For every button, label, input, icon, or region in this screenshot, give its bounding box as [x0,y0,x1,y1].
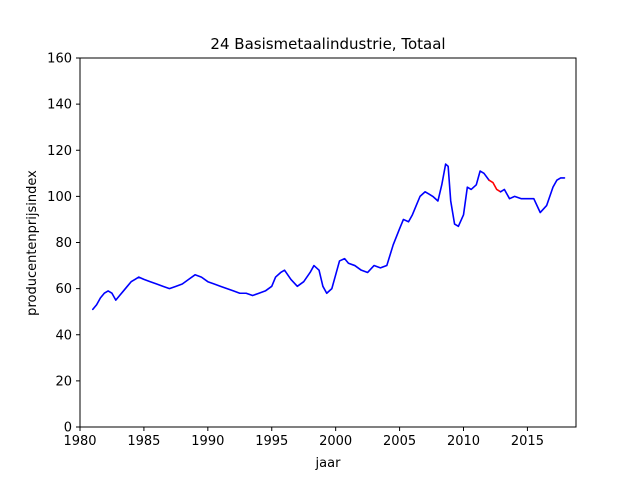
y-tick-label: 60 [55,282,72,297]
y-axis-label: producentenprijsindex [25,170,40,316]
plot-frame [79,57,577,428]
y-tick-label: 20 [55,374,72,389]
x-tick-label: 1985 [127,434,160,449]
x-tick-label: 2000 [319,434,352,449]
series-line-2 [499,177,566,214]
series-line-0 [91,163,490,311]
y-tick-label: 0 [64,421,72,436]
x-tick-label: 2010 [447,434,480,449]
y-tick-label: 40 [55,328,72,343]
x-tick-label: 2015 [511,434,544,449]
y-tick-label: 80 [55,236,72,251]
x-tick-label: 1990 [191,434,224,449]
plot-area [91,163,566,311]
y-tick-label: 140 [47,98,72,113]
y-tick-label: 100 [47,190,72,205]
series-line-1 [488,179,502,193]
x-tick-label: 1995 [255,434,288,449]
y-tick-label: 120 [47,144,72,159]
x-tick-label: 2005 [383,434,416,449]
axes: 1980 1985 1990 1995 2000 2005 2010 2015 0 20 40 60 8… [47,52,577,449]
chart-title: 24 Basismetaalindustrie, Totaal [210,35,445,53]
x-tick-label: 1980 [63,434,96,449]
y-tick-label: 160 [47,52,72,67]
x-axis-label: jaar [315,456,342,471]
